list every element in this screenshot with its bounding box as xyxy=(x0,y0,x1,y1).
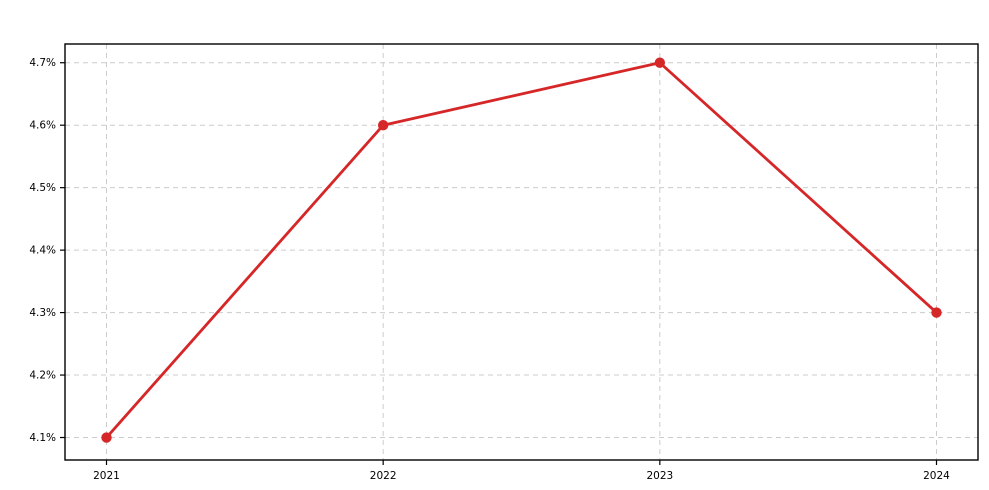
y-tick-label: 4.2% xyxy=(29,370,56,382)
trend-line xyxy=(105,61,938,439)
y-tick-label: 4.6% xyxy=(29,120,56,132)
y-tick-label: 4.3% xyxy=(29,307,56,319)
data-point xyxy=(377,120,389,131)
plot-border xyxy=(64,43,979,461)
data-point xyxy=(931,307,942,318)
y-tick-label: 4.1% xyxy=(29,432,56,444)
y-tick-label: 4.5% xyxy=(29,182,56,194)
x-tick-label: 2024 xyxy=(923,470,950,482)
y-tick-label: 4.7% xyxy=(29,57,56,69)
y-tick-label: 4.4% xyxy=(29,245,56,257)
x-tick-label: 2023 xyxy=(646,470,673,482)
data-point xyxy=(654,57,666,68)
data-point xyxy=(101,432,112,443)
x-tick-label: 2021 xyxy=(93,470,120,482)
x-tick-label: 2022 xyxy=(370,470,397,482)
